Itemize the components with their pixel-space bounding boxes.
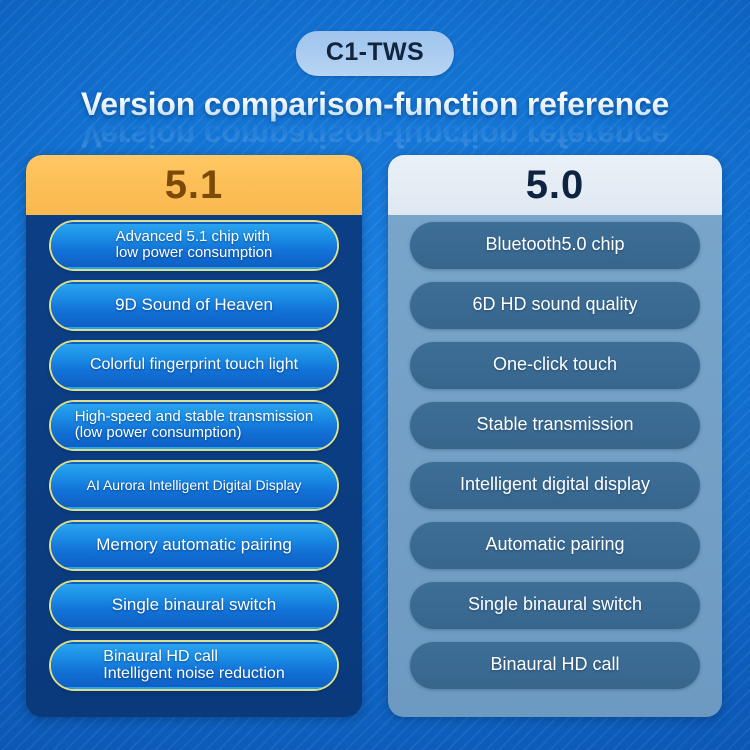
list-item: 6D HD sound quality xyxy=(388,275,722,335)
feature-line-1: Binaural HD call xyxy=(490,654,620,675)
feature-line-1: Stable transmission xyxy=(476,414,634,435)
feature-line-1: Single binaural switch xyxy=(111,594,277,614)
feature-line-1: High-speed and stable transmission xyxy=(74,407,314,425)
feature-pill: Colorful fingerprint touch light xyxy=(51,341,337,389)
feature-pill: Binaural HD call Intelligent noise reduct… xyxy=(51,641,337,689)
feature-pill: Stable transmission xyxy=(410,401,700,449)
feature-list-right: Bluetooth5.0 chip 6D HD sound quality On… xyxy=(388,215,722,695)
feature-line-1: Bluetooth5.0 chip xyxy=(485,234,625,255)
feature-pill: Binaural HD call xyxy=(410,641,700,689)
comparison-column-left: 5.1 Advanced 5.1 chip with low power cons… xyxy=(26,155,362,717)
feature-line-1: Binaural HD call xyxy=(103,647,218,665)
feature-pill: Single binaural switch xyxy=(410,581,700,629)
list-item: One-click touch xyxy=(388,335,722,395)
feature-line-1: Memory automatic pairing xyxy=(96,534,292,554)
list-item: Single binaural switch xyxy=(26,575,362,635)
feature-pill: One-click touch xyxy=(410,341,700,389)
feature-line-1: Advanced 5.1 chip with xyxy=(115,227,270,245)
feature-line-1: Automatic pairing xyxy=(485,534,625,555)
list-item: Single binaural switch xyxy=(388,575,722,635)
title-block: Version comparison-function reference Ve… xyxy=(0,86,750,154)
list-item: High-speed and stable transmission (low p… xyxy=(26,395,362,455)
list-item: Binaural HD call Intelligent noise reduct… xyxy=(26,635,362,695)
feature-pill: Automatic pairing xyxy=(410,521,700,569)
feature-line-1: AI Aurora Intelligent Digital Display xyxy=(86,476,302,493)
comparison-column-right: 5.0 Bluetooth5.0 chip 6D HD sound qualit… xyxy=(388,155,722,717)
feature-pill: Bluetooth5.0 chip xyxy=(410,221,700,269)
feature-line-1: Single binaural switch xyxy=(467,594,643,615)
feature-pill: Intelligent digital display xyxy=(410,461,700,509)
page-title-reflection: Version comparison-function reference xyxy=(0,117,750,154)
feature-pill: Memory automatic pairing xyxy=(51,521,337,569)
feature-line-1: 6D HD sound quality xyxy=(472,294,638,315)
feature-line-1: One-click touch xyxy=(492,354,618,375)
list-item: Bluetooth5.0 chip xyxy=(388,215,722,275)
feature-pill: Advanced 5.1 chip with low power consumpt… xyxy=(51,221,337,269)
feature-pill: 6D HD sound quality xyxy=(410,281,700,329)
feature-line-2: low power consumption xyxy=(115,244,273,261)
feature-pill: AI Aurora Intelligent Digital Display xyxy=(51,461,337,509)
feature-pill: 9D Sound of Heaven xyxy=(51,281,337,329)
feature-pill: High-speed and stable transmission (low p… xyxy=(51,401,337,449)
feature-line-2: Intelligent noise reduction xyxy=(103,665,285,682)
feature-line-2: (low power consumption) xyxy=(74,424,242,441)
feature-pill: Single binaural switch xyxy=(51,581,337,629)
list-item: Binaural HD call xyxy=(388,635,722,695)
list-item: Stable transmission xyxy=(388,395,722,455)
list-item: Colorful fingerprint touch light xyxy=(26,335,362,395)
version-header-right: 5.0 xyxy=(388,155,722,215)
feature-line-1: 9D Sound of Heaven xyxy=(115,294,273,314)
list-item: Memory automatic pairing xyxy=(26,515,362,575)
page-title: Version comparison-function reference xyxy=(0,86,750,123)
feature-list-left: Advanced 5.1 chip with low power consumpt… xyxy=(26,215,362,695)
list-item: Automatic pairing xyxy=(388,515,722,575)
list-item: Intelligent digital display xyxy=(388,455,722,515)
product-badge: C1-TWS xyxy=(295,31,455,76)
list-item: Advanced 5.1 chip with low power consumpt… xyxy=(26,215,362,275)
version-header-left: 5.1 xyxy=(26,155,362,215)
list-item: 9D Sound of Heaven xyxy=(26,275,362,335)
feature-line-1: Colorful fingerprint touch light xyxy=(89,355,299,373)
list-item: AI Aurora Intelligent Digital Display xyxy=(26,455,362,515)
feature-line-1: Intelligent digital display xyxy=(459,474,651,495)
